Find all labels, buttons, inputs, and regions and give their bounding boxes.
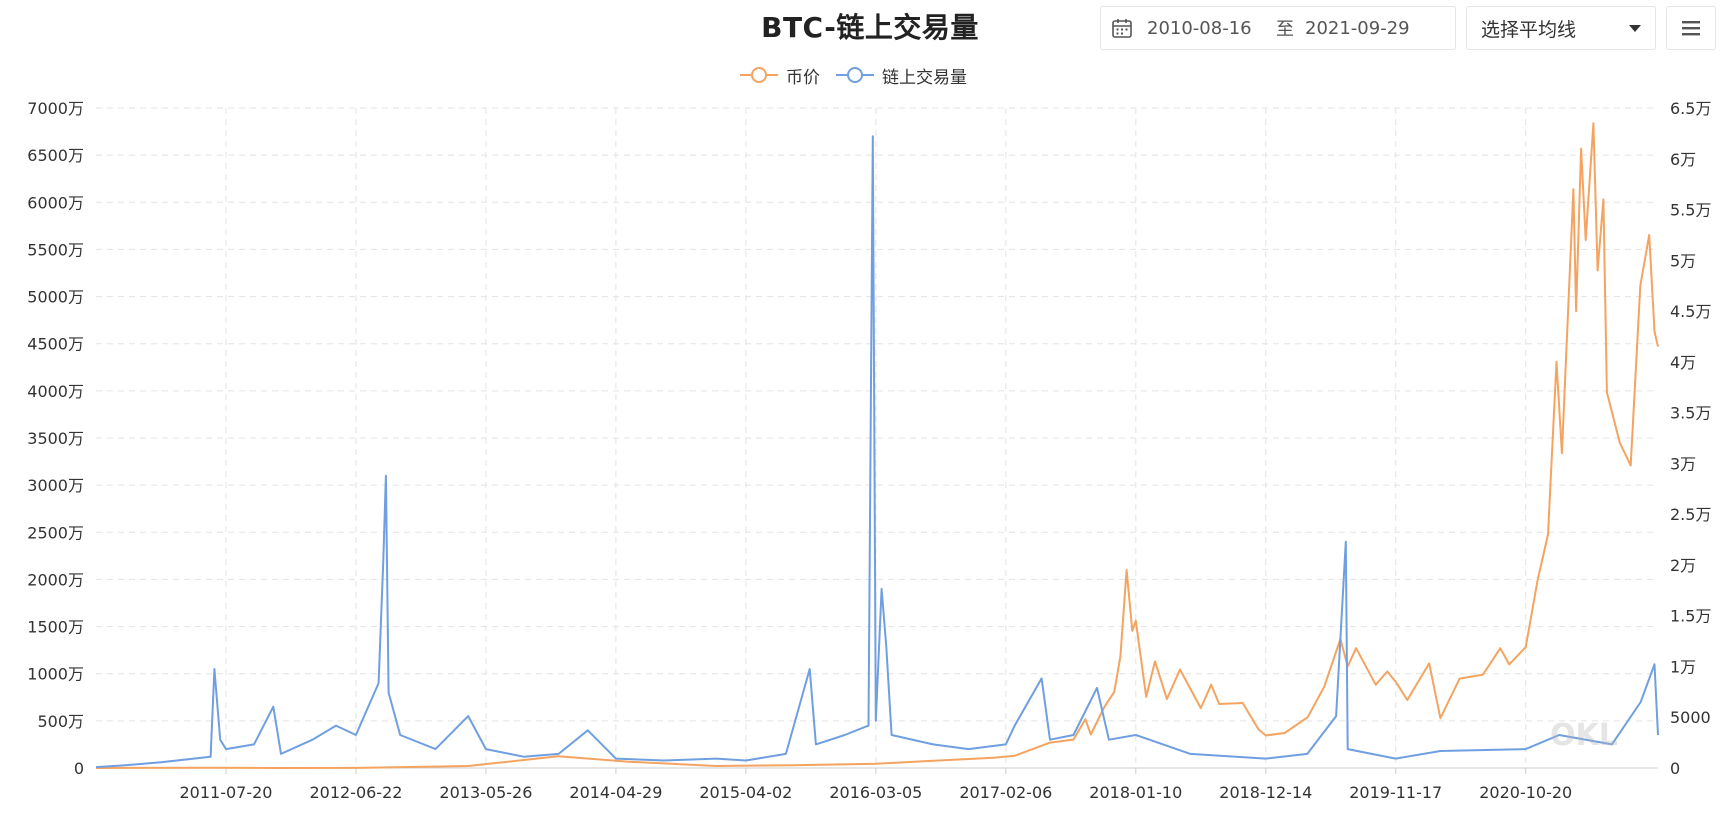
y-left-tick-label: 500万 — [37, 712, 84, 731]
watermark-logo: OKL — [1550, 718, 1618, 753]
y-right-tick-label: 6万 — [1670, 150, 1696, 169]
y-right-tick-label: 3万 — [1670, 454, 1696, 473]
y-right-tick-label: 3.5万 — [1670, 404, 1711, 423]
y-left-tick-label: 6500万 — [27, 146, 84, 165]
end-date-input[interactable]: 2021-09-29 — [1305, 17, 1410, 39]
y-left-tick-label: 6000万 — [27, 193, 84, 212]
y-left-tick-label: 7000万 — [27, 99, 84, 118]
menu-button[interactable] — [1666, 6, 1716, 50]
x-tick-label: 2011-07-20 — [179, 783, 272, 802]
y-left-tick-label: 5500万 — [27, 240, 84, 259]
start-date-input[interactable]: 2010-08-16 — [1147, 17, 1252, 39]
y-left-tick-label: 5000万 — [27, 288, 84, 307]
y-right-tick-label: 2万 — [1670, 556, 1696, 575]
y-left-tick-label: 4500万 — [27, 335, 84, 354]
x-tick-label: 2020-10-20 — [1479, 783, 1572, 802]
y-left-tick-label: 1000万 — [27, 665, 84, 684]
y-right-tick-label: 0 — [1670, 759, 1680, 778]
x-tick-label: 2014-04-29 — [569, 783, 662, 802]
y-left-tick-label: 3500万 — [27, 429, 84, 448]
x-tick-label: 2016-03-05 — [829, 783, 922, 802]
y-left-tick-label: 1500万 — [27, 618, 84, 637]
y-right-tick-label: 5.5万 — [1670, 201, 1711, 220]
y-right-tick-label: 5万 — [1670, 251, 1696, 270]
y-right-tick-label: 6.5万 — [1670, 99, 1711, 118]
date-range-picker[interactable]: 2010-08-16 至 2021-09-29 — [1100, 6, 1456, 50]
date-separator: 至 — [1276, 19, 1294, 40]
y-right-tick-label: 4.5万 — [1670, 302, 1711, 321]
y-right-tick-label: 2.5万 — [1670, 505, 1711, 524]
series-price-line — [95, 122, 1659, 769]
x-tick-label: 2012-06-22 — [309, 783, 402, 802]
x-tick-label: 2018-01-10 — [1089, 783, 1182, 802]
moving-average-placeholder: 选择平均线 — [1481, 18, 1577, 41]
y-left-tick-label: 4000万 — [27, 382, 84, 401]
chart-legend: 币价 链上交易量 — [740, 63, 983, 88]
legend-item-price[interactable]: 币价 — [740, 63, 820, 88]
legend-item-volume[interactable]: 链上交易量 — [836, 63, 967, 88]
x-tick-label: 2018-12-14 — [1219, 783, 1312, 802]
y-left-tick-label: 2500万 — [27, 523, 84, 542]
y-left-tick-label: 3000万 — [27, 476, 84, 495]
calendar-icon — [1112, 19, 1132, 38]
y-right-tick-label: 4万 — [1670, 353, 1696, 372]
x-tick-label: 2019-11-17 — [1349, 783, 1442, 802]
legend-volume-label: 链上交易量 — [882, 67, 967, 88]
chevron-down-icon — [1629, 24, 1641, 32]
legend-volume-marker-icon — [836, 67, 874, 83]
x-tick-label: 2017-02-06 — [959, 783, 1052, 802]
y-left-tick-label: 0 — [74, 759, 84, 778]
page-title: BTC-链上交易量 — [761, 11, 979, 44]
x-tick-label: 2013-05-26 — [439, 783, 532, 802]
y-right-tick-label: 1万 — [1670, 657, 1696, 676]
hamburger-menu-icon — [1682, 21, 1700, 36]
legend-price-label: 币价 — [786, 67, 820, 88]
legend-price-marker-icon — [740, 67, 778, 83]
x-tick-label: 2015-04-02 — [699, 783, 792, 802]
series-volume-line — [95, 135, 1659, 769]
y-right-tick-label: 1.5万 — [1670, 607, 1711, 626]
y-left-tick-label: 2000万 — [27, 570, 84, 589]
y-right-tick-label: 5000 — [1670, 708, 1711, 727]
moving-average-select[interactable]: 选择平均线 — [1466, 6, 1656, 50]
